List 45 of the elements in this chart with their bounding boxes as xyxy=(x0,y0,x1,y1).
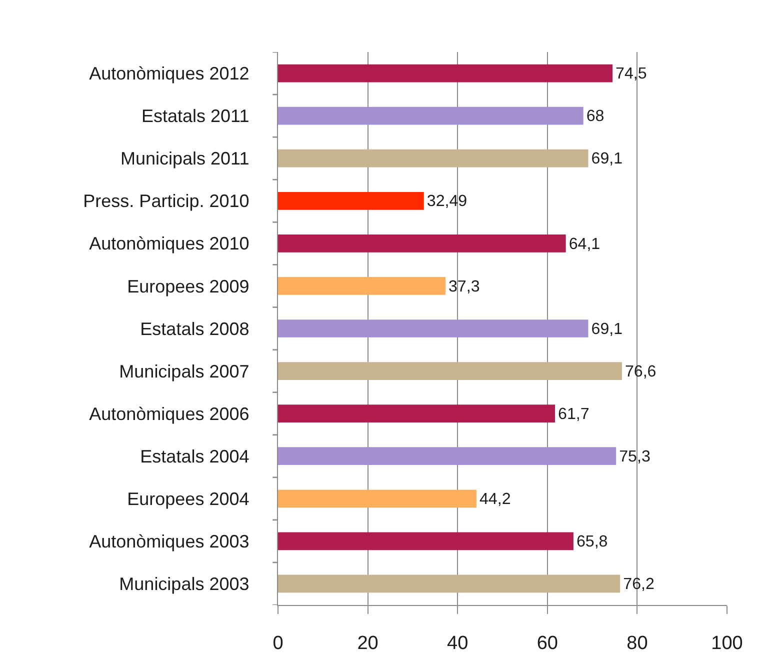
bar xyxy=(278,149,588,168)
x-tick-label: 100 xyxy=(711,632,743,654)
y-tick-label: Autonòmiques 2003 xyxy=(89,531,250,552)
y-tick-label: Europees 2009 xyxy=(127,276,250,296)
bar xyxy=(278,192,424,210)
bar xyxy=(278,532,574,550)
data-label: 61,7 xyxy=(558,404,590,423)
bar xyxy=(278,404,556,423)
x-tick-label: 40 xyxy=(447,632,468,654)
bar xyxy=(278,106,584,125)
data-label: 37,3 xyxy=(448,277,480,296)
bar xyxy=(278,447,616,466)
bar xyxy=(278,490,476,508)
x-tick-label: 20 xyxy=(357,632,378,654)
data-label: 74,5 xyxy=(616,64,647,83)
y-tick-label: Municipals 2007 xyxy=(119,361,250,382)
bar xyxy=(278,277,446,295)
y-tick-label: Estatals 2008 xyxy=(140,318,250,339)
bar xyxy=(278,234,566,252)
data-label: 68 xyxy=(586,107,604,126)
y-tick-label: Press. Particip. 2010 xyxy=(83,191,250,212)
x-tick-label: 0 xyxy=(272,632,284,654)
data-label: 69,1 xyxy=(591,150,623,168)
x-tick-label: 60 xyxy=(536,632,558,654)
y-tick-label: Autonòmiques 2006 xyxy=(89,404,250,424)
y-tick-label: Municipals 2011 xyxy=(120,148,250,169)
data-label: 75,3 xyxy=(619,447,650,466)
data-label: 76,2 xyxy=(623,575,654,594)
y-tick-label: Municipals 2003 xyxy=(119,574,250,594)
y-tick-label: Autonòmiques 2012 xyxy=(89,64,250,84)
data-label: 44,2 xyxy=(479,490,511,508)
bar xyxy=(278,64,613,82)
x-tick-label: 80 xyxy=(626,632,648,654)
bar xyxy=(278,574,620,593)
data-label: 69,1 xyxy=(591,320,623,338)
y-tick-label: Europees 2004 xyxy=(127,488,250,509)
data-label: 32,49 xyxy=(426,192,468,210)
data-label: 65,8 xyxy=(576,532,608,551)
data-label: 64,1 xyxy=(568,234,600,253)
data-label: 76,6 xyxy=(624,362,656,380)
bar xyxy=(278,320,588,338)
bar xyxy=(278,362,622,380)
y-tick-label: Estatals 2011 xyxy=(142,106,250,126)
y-tick-label: Estatals 2004 xyxy=(140,446,250,466)
y-tick-label: Autonòmiques 2010 xyxy=(89,234,250,254)
